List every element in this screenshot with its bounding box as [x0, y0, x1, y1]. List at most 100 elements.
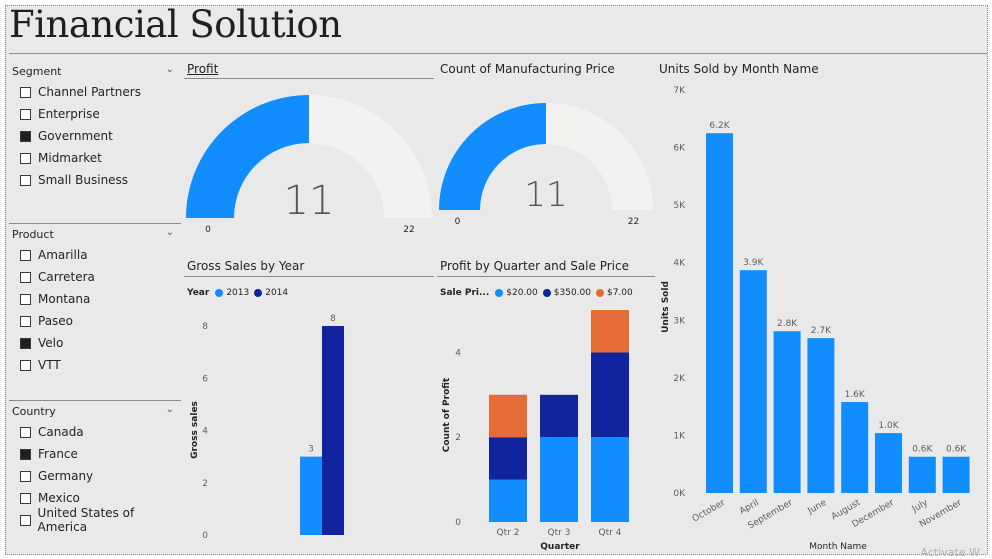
gauge-remaining-arc[interactable]	[546, 103, 653, 210]
chevron-down-icon[interactable]: ⌄	[165, 227, 174, 238]
product-items: Amarilla Carretera Montana Paseo Velo VTT	[12, 244, 180, 376]
x-axis-label: Quarter	[540, 542, 580, 552]
y-tick-label: 5K	[673, 201, 686, 211]
legend-title: Sale Pri...	[440, 288, 490, 298]
gauge-value-arc[interactable]	[439, 103, 546, 210]
x-tick-label: April	[738, 498, 761, 517]
segment-divider	[9, 223, 181, 224]
slicer-item-small-business[interactable]: Small Business	[12, 169, 180, 191]
slicer-item-label: Small Business	[38, 173, 129, 187]
bar-april[interactable]	[739, 270, 767, 493]
bar-2013[interactable]	[300, 456, 322, 535]
legend-item-2013[interactable]: 2013	[215, 288, 249, 298]
bar-qtr-4-0[interactable]	[591, 437, 629, 522]
data-label: 2.7K	[811, 326, 832, 336]
slicer-item-enterprise[interactable]: Enterprise	[12, 103, 180, 125]
data-label: 0.6K	[912, 445, 933, 455]
slicer-item-canada[interactable]: Canada	[12, 421, 180, 443]
slicer-item-vtt[interactable]: VTT	[12, 354, 180, 376]
x-tick-label: October	[691, 498, 727, 525]
slicer-item-mexico[interactable]: Mexico	[12, 487, 180, 509]
slicer-item-carretera[interactable]: Carretera	[12, 266, 180, 288]
checkbox[interactable]	[20, 86, 31, 98]
units-sold-chart[interactable]: 0K 1K 2K 3K 4K 5K 6K 7K Units Sold 6.2K October 3.9…	[657, 82, 982, 554]
checkbox[interactable]	[20, 174, 31, 186]
country-slicer-header[interactable]: Country ⌄	[12, 404, 180, 421]
checkbox[interactable]	[20, 514, 31, 526]
slicer-item-label: VTT	[38, 358, 61, 372]
data-label: 3.9K	[743, 258, 764, 268]
bar-qtr-4-1[interactable]	[591, 352, 629, 438]
profit-quarter-chart[interactable]: 0 2 4 Count of Profit Qtr 2 Qtr 3 Qtr 4 Quarter	[439, 300, 655, 555]
bar-qtr-2-2[interactable]	[489, 394, 527, 438]
product-slicer[interactable]: Product ⌄ Amarilla Carretera Montana Paseo V…	[12, 227, 180, 376]
y-axis-label: Units Sold	[661, 281, 671, 333]
checkbox[interactable]	[20, 470, 31, 482]
gauge-value: 11	[284, 178, 335, 224]
product-slicer-header[interactable]: Product ⌄	[12, 227, 180, 244]
legend-item-2014[interactable]: 2014	[254, 288, 288, 298]
checkbox[interactable]	[20, 448, 31, 460]
bar-november[interactable]	[942, 456, 970, 493]
slicer-item-government[interactable]: Government	[12, 125, 180, 147]
bar-qtr-2-1[interactable]	[489, 437, 527, 480]
profit-quarter-legend[interactable]: Sale Pri... $20.00 $350.00 $7.00	[440, 288, 638, 298]
legend-item-7[interactable]: $7.00	[595, 288, 633, 298]
checkbox[interactable]	[20, 130, 31, 142]
profit-gauge-title[interactable]: Profit	[187, 62, 219, 76]
bar-december[interactable]	[875, 433, 902, 493]
bar-august[interactable]	[841, 402, 869, 493]
slicer-item-germany[interactable]: Germany	[12, 465, 180, 487]
country-items: Canada France Germany Mexico United States o…	[12, 421, 180, 534]
legend-item-350[interactable]: $350.00	[542, 288, 591, 298]
checkbox[interactable]	[20, 315, 31, 327]
slicer-item-label: Mexico	[38, 491, 80, 505]
gauge-value-arc[interactable]	[186, 95, 309, 218]
y-tick-label: 8	[202, 322, 208, 332]
checkbox[interactable]	[20, 271, 31, 283]
checkbox[interactable]	[20, 293, 31, 305]
bar-qtr-3-1[interactable]	[540, 394, 578, 438]
bar-qtr-2-0[interactable]	[489, 479, 527, 522]
bar-2014[interactable]	[322, 326, 344, 535]
gauge-remaining-arc[interactable]	[309, 95, 432, 218]
profit-gauge[interactable]: 11 0 22	[186, 95, 434, 240]
title-divider	[9, 53, 987, 54]
checkbox[interactable]	[20, 426, 31, 438]
checkbox[interactable]	[20, 249, 31, 261]
legend-item-20[interactable]: $20.00	[495, 288, 538, 298]
slicer-item-velo[interactable]: Velo	[12, 332, 180, 354]
legend-dot-icon	[542, 289, 551, 297]
bar-july[interactable]	[908, 456, 936, 493]
country-slicer[interactable]: Country ⌄ Canada France Germany Mexico Unite…	[12, 404, 180, 534]
slicer-item-amarilla[interactable]: Amarilla	[12, 244, 180, 266]
checkbox[interactable]	[20, 359, 31, 371]
bar-qtr-3-0[interactable]	[540, 437, 578, 522]
legend-dot-icon	[495, 289, 504, 297]
x-tick-label: Qtr 3	[548, 528, 571, 538]
slicer-item-channel-partners[interactable]: Channel Partners	[12, 81, 180, 103]
checkbox[interactable]	[20, 492, 31, 504]
checkbox[interactable]	[20, 108, 31, 120]
chevron-down-icon[interactable]: ⌄	[165, 64, 174, 75]
bar-june[interactable]	[807, 338, 835, 493]
legend-title: Year	[187, 288, 210, 298]
gross-sales-legend[interactable]: Year 2013 2014	[187, 288, 293, 298]
checkbox[interactable]	[20, 152, 31, 164]
bar-october[interactable]	[706, 133, 733, 493]
slicer-item-paseo[interactable]: Paseo	[12, 310, 180, 332]
slicer-item-france[interactable]: France	[12, 443, 180, 465]
slicer-item-montana[interactable]: Montana	[12, 288, 180, 310]
slicer-item-united-states-of-america[interactable]: United States of America	[12, 506, 180, 534]
slicer-item-midmarket[interactable]: Midmarket	[12, 147, 180, 169]
gross-sales-chart[interactable]: 0 2 4 6 8 Gross sales 3 8	[186, 300, 436, 545]
slicer-item-label: Canada	[38, 425, 84, 439]
checkbox[interactable]	[20, 337, 31, 349]
manufacturing-gauge[interactable]: 11 0 22	[439, 100, 654, 235]
legend-dot-icon	[254, 289, 263, 297]
chevron-down-icon[interactable]: ⌄	[165, 404, 174, 415]
segment-slicer-header[interactable]: Segment ⌄	[12, 64, 180, 81]
segment-slicer[interactable]: Segment ⌄ Channel Partners Enterprise Gove…	[12, 64, 180, 191]
bar-september[interactable]	[773, 331, 801, 493]
bar-qtr-4-2[interactable]	[591, 310, 629, 353]
